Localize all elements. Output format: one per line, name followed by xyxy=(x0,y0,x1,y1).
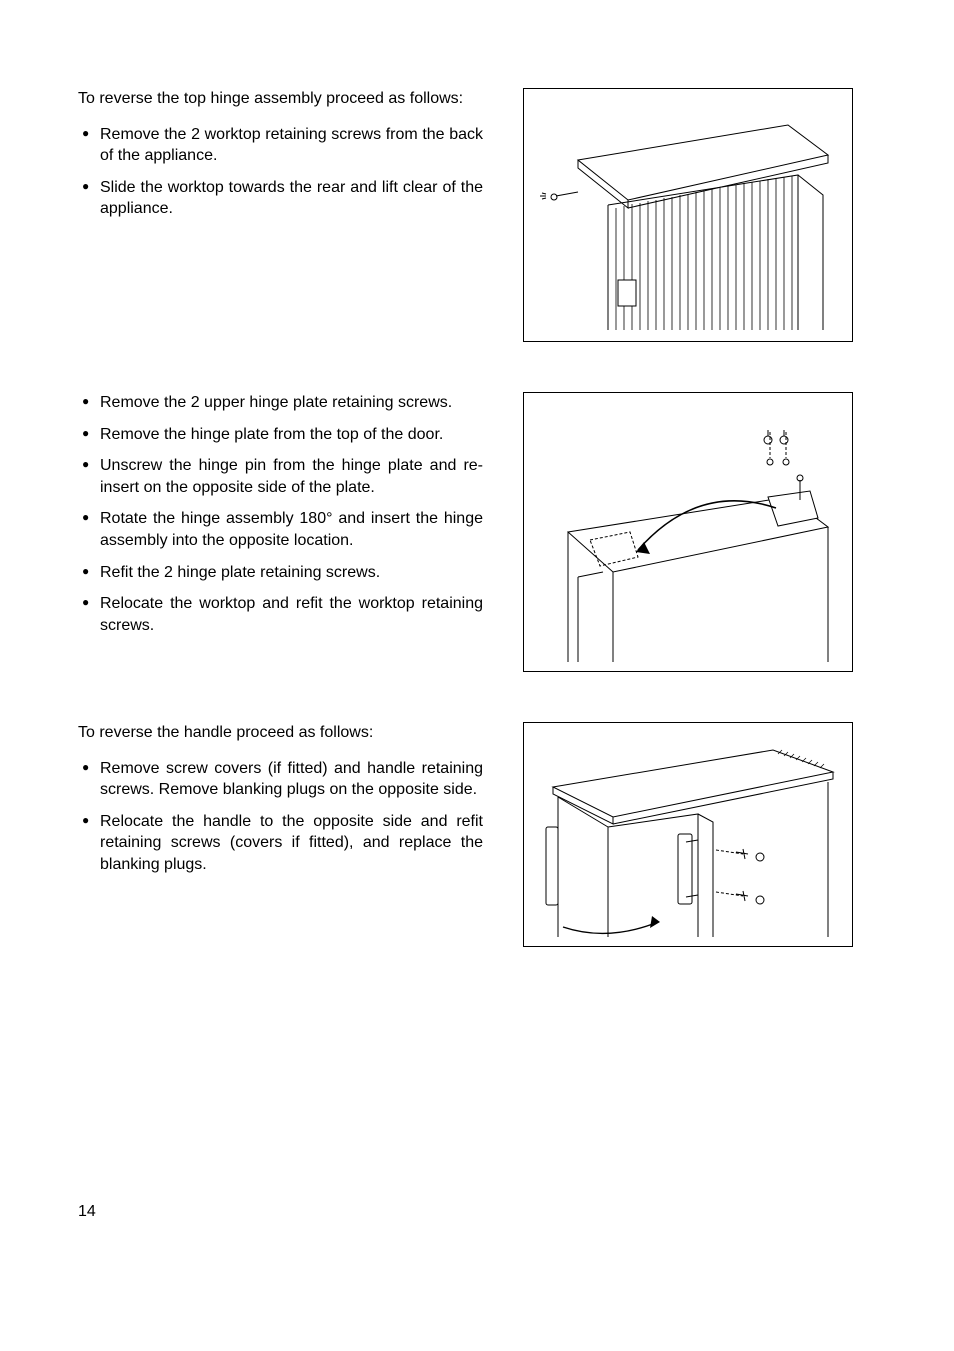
section-3-figure-col xyxy=(523,722,853,947)
section-2-bullet: Refit the 2 hinge plate retaining screws… xyxy=(78,562,483,584)
hinge-rotation-svg xyxy=(538,402,838,662)
section-2: Remove the 2 upper hinge plate retaining… xyxy=(78,392,876,672)
section-1-text: To reverse the top hinge assembly procee… xyxy=(78,88,483,230)
section-3-intro: To reverse the handle proceed as follows… xyxy=(78,722,483,744)
section-1-bullet: Slide the worktop towards the rear and l… xyxy=(78,177,483,220)
section-1-list: Remove the 2 worktop retaining screws fr… xyxy=(78,124,483,220)
worktop-removal-svg xyxy=(538,100,838,330)
section-3-bullet: Remove screw covers (if fitted) and hand… xyxy=(78,758,483,801)
section-2-bullet: Unscrew the hinge pin from the hinge pla… xyxy=(78,455,483,498)
section-3: To reverse the handle proceed as follows… xyxy=(78,722,876,947)
section-2-text: Remove the 2 upper hinge plate retaining… xyxy=(78,392,483,646)
hinge-rotation-figure xyxy=(523,392,853,672)
section-1-intro: To reverse the top hinge assembly procee… xyxy=(78,88,483,110)
section-3-list: Remove screw covers (if fitted) and hand… xyxy=(78,758,483,876)
section-2-bullet: Remove the hinge plate from the top of t… xyxy=(78,424,483,446)
section-2-list: Remove the 2 upper hinge plate retaining… xyxy=(78,392,483,636)
section-1-figure-col xyxy=(523,88,853,342)
section-1-bullet: Remove the 2 worktop retaining screws fr… xyxy=(78,124,483,167)
section-2-bullet: Rotate the hinge assembly 180° and inser… xyxy=(78,508,483,551)
handle-reversal-figure xyxy=(523,722,853,947)
section-2-bullet: Remove the 2 upper hinge plate retaining… xyxy=(78,392,483,414)
handle-reversal-svg xyxy=(538,732,838,937)
worktop-removal-figure xyxy=(523,88,853,342)
section-2-bullet: Relocate the worktop and refit the workt… xyxy=(78,593,483,636)
section-2-figure-col xyxy=(523,392,853,672)
page-number: 14 xyxy=(78,1203,96,1221)
section-3-text: To reverse the handle proceed as follows… xyxy=(78,722,483,886)
section-3-bullet: Relocate the handle to the opposite side… xyxy=(78,811,483,876)
section-1: To reverse the top hinge assembly procee… xyxy=(78,88,876,342)
manual-page: To reverse the top hinge assembly procee… xyxy=(0,0,954,1351)
